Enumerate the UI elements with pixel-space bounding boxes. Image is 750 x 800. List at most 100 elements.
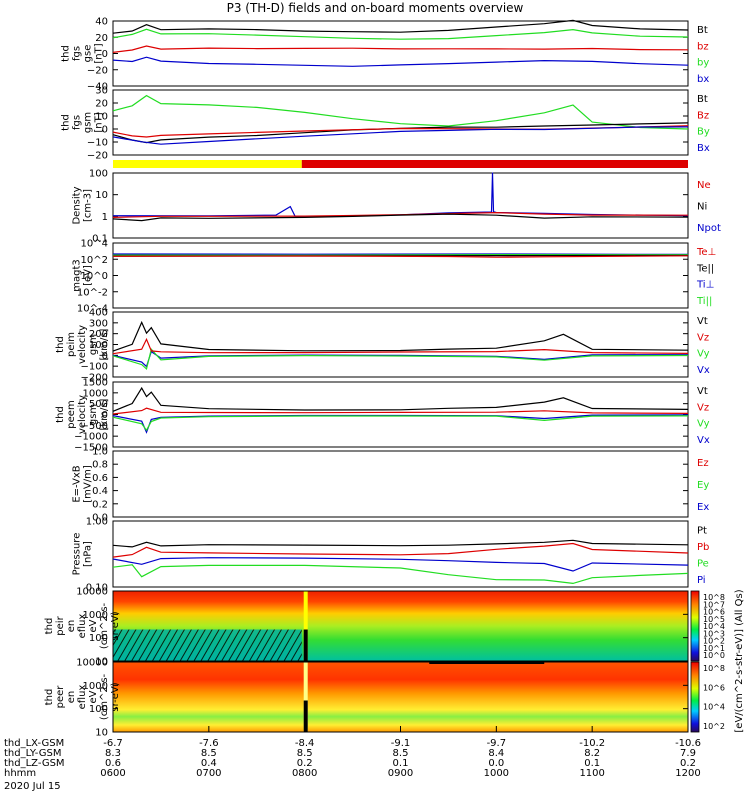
panel-4-ytick: 10^-4 [77,304,108,315]
panel-7-legend-1: Ey [697,480,709,491]
panel-3-legend-2: Npot [697,223,721,234]
panel-9-ylabel: thd [44,618,55,635]
xtick-hhmm-0: 0600 [100,768,125,779]
panel-0-ytick: 20 [95,33,108,44]
xtick-hhmm-4: 1000 [484,768,509,779]
panel-9-ytick: 10 [95,657,108,668]
xtick-lx-3: -9.1 [391,738,411,749]
spectrogram-dropout [113,629,302,661]
panel-3-series-Npot [112,172,689,217]
panel-9-frame [112,590,689,662]
panel-5-series-Vt [112,320,689,352]
panel-3-ytick: 1 [102,212,108,223]
colorbar-0-tick: 10^0 [703,651,725,660]
colorbar-1-tick: 10^6 [703,683,725,692]
panel-3-ytick: 10 [95,190,108,201]
panel-10-ylabel: (cm^2-s- [99,673,110,720]
panel-5-series-Vy [112,348,689,371]
panel-1-ylabel: thd [61,114,72,131]
panel-4-ytick: 10^4 [81,239,108,250]
panel-10-ytick: 100 [89,704,108,715]
panel-4-series-Ti|| [112,254,689,256]
panel-6-ytick: 500 [89,399,108,410]
panel-8-series-Pt [112,539,689,548]
panel-10-ytick: 10000 [76,658,108,669]
panel-1-ytick: 30 [95,86,108,97]
colorbar-1-tick: 10^8 [703,664,725,673]
panel-3-legend-0: Ne [697,180,711,191]
panel-1-legend-1: Bz [697,110,709,121]
panel-3-series-Ni [112,213,689,222]
panel-1-ytick: −20 [87,151,108,162]
mode-bar-segment-1 [301,160,688,168]
colorbar-0 [690,590,700,662]
panel-5-legend-2: Vy [697,349,710,360]
panel-6-series-Vt [112,386,689,412]
xtick-ly-5: 8.2 [584,748,600,759]
panel-4-series-Te⊥ [112,255,689,258]
panel-0-ytick: 0 [102,49,108,60]
panel-5-series-Vz [112,337,689,355]
panel-0-series-Bt [112,19,689,34]
xtick-lx-4: -9.7 [487,738,507,749]
panel-5-ylabel: velocity [77,325,88,364]
colorbar-1 [690,661,700,733]
panel-0-legend-2: by [697,58,709,69]
panel-5-ytick: 400 [89,308,108,319]
colorbar-1-tick: 10^4 [703,703,725,712]
panel-0-legend-0: Bt [697,25,708,36]
xtick-lx-2: -8.4 [295,738,315,749]
panel-4-ytick: 10^-2 [77,287,108,298]
panel-3-legend-1: Ni [697,202,707,213]
xtick-lx-5: -10.2 [579,738,605,749]
panel-10-ylabel: eV [88,690,99,703]
xtick-hhmm-6: 1200 [675,768,700,779]
panel-0-ylabel: gse [83,45,94,63]
colorbar-0-tick: 10^1 [703,644,725,653]
panel-10-ylabel: peer [55,685,66,709]
panel-5-ytick: 300 [89,318,108,329]
panel-6-ytick: −1000 [74,432,108,443]
spectrogram-10 [113,662,688,732]
spectrogram-top-band [429,662,545,664]
panel-6-series-Vy [112,415,689,432]
panel-6-ytick: 0 [102,410,108,421]
panel-7-frame [112,450,689,518]
panel-9-ylabel: (cm^2-s- [99,602,110,649]
axis-row-label-3: hhmm [4,768,36,779]
panel-9-ylabel: eflux [77,614,88,639]
panel-3-frame [112,172,689,239]
colorbar-label: [eV/(cm^2-s-str-eV)] (All Qs) [734,589,745,732]
xtick-ly-2: 8.5 [297,748,313,759]
panel-7-ylabel: [mV/m] [83,465,94,503]
panel-5-legend-0: Vt [697,316,708,327]
xtick-hhmm-3: 0900 [388,768,413,779]
panel-10-ylabel: eflux [77,685,88,710]
panel-0-ylabel: thd [61,45,72,62]
panel-5-ytick: 200 [89,329,108,340]
panel-4-ytick: 10^0 [81,271,108,282]
panel-7-ytick: 0.0 [92,513,108,524]
xtick-lx-1: -7.6 [199,738,219,749]
panel-0-ylabel: [nT] [94,43,105,63]
panel-5-legend-3: Vx [697,365,710,376]
panel-6-ylabel: peem [66,400,77,428]
panel-9-ylabel: eV [88,619,99,632]
panel-8-ytick: 1.00 [86,517,108,528]
panel-10-ylabel: thd [44,689,55,706]
panel-5-ylabel: peim [66,332,77,357]
spectrogram-gap-fill [303,629,308,661]
colorbar-0-tick: 10^7 [703,600,725,609]
panel-7-ytick: 0.6 [92,473,108,484]
panel-8-legend-1: Pb [697,542,709,553]
panel-6-legend-1: Vz [697,402,709,413]
panel-7-ytick: 1.0 [92,447,108,458]
panel-7-ytick: 0.2 [92,499,108,510]
panel-1-ylabel: fgs [72,115,83,130]
panel-1-series-By [112,94,689,130]
panel-10-ylabel: en [66,691,77,704]
xtick-lz-2: 0.2 [297,758,313,769]
panel-3-ytick: 0.1 [92,234,108,245]
